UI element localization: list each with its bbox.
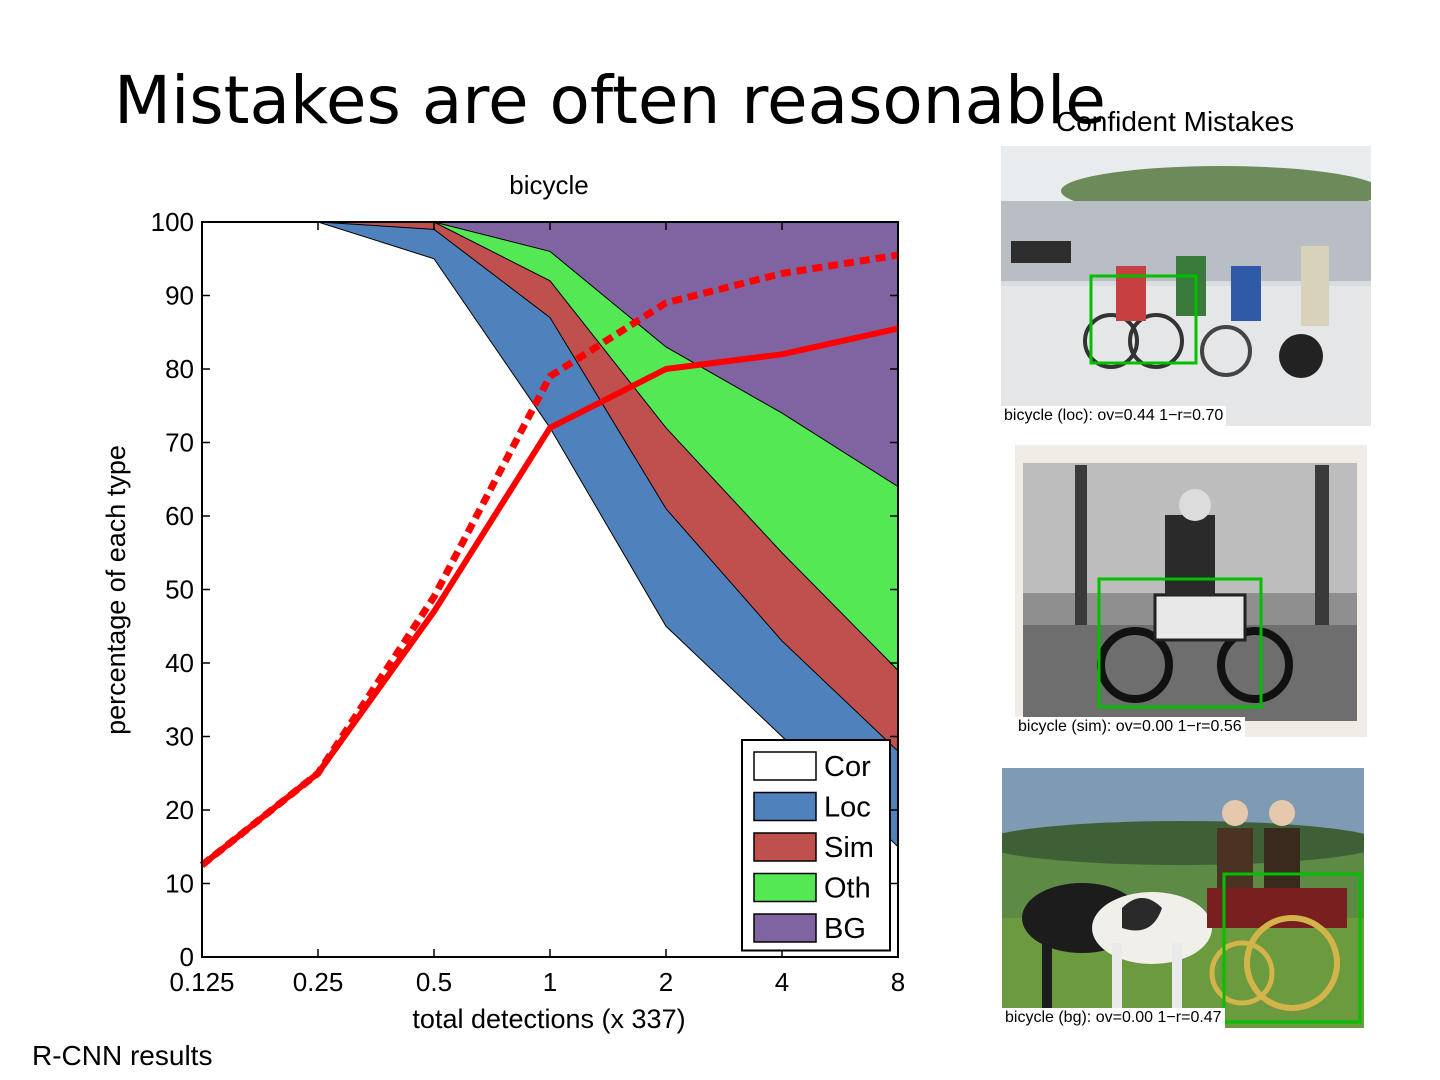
mistakes-heading: Confident Mistakes: [1056, 106, 1295, 137]
legend-label-loc: Loc: [824, 792, 871, 824]
y-tick-label: 50: [165, 575, 194, 605]
x-tick-label: 0.25: [293, 967, 344, 997]
y-axis-label: percentage of each type: [101, 445, 131, 735]
area-chart: bicycle 0 10 20 30 40 50 60 70 80 90 100 0.125 0.25 0…: [101, 170, 905, 1034]
x-tick-label: 1: [543, 967, 557, 997]
legend-label-sim: Sim: [824, 832, 874, 864]
y-tick-label: 0: [180, 942, 194, 972]
y-tick-label: 70: [165, 428, 194, 458]
line-dashed: [199, 251, 899, 868]
cyclists-photo: [1001, 146, 1371, 426]
legend-swatch-sim: [753, 832, 817, 862]
legend-swatch-oth: [753, 872, 817, 903]
y-tick-label: 100: [151, 207, 194, 237]
y-tick-label: 30: [165, 722, 194, 752]
x-axis-label: total detections (x 337): [412, 1004, 685, 1034]
x-tick-label: 4: [775, 967, 789, 997]
mistake-image-bg: bicycle (bg): ov=0.00 1−r=0.47: [1002, 768, 1364, 1028]
chart-title: bicycle: [509, 170, 588, 200]
carriage-photo: [1002, 768, 1364, 1028]
mistake-image-loc: bicycle (loc): ov=0.44 1−r=0.70: [1001, 146, 1371, 426]
y-tick-label: 90: [165, 281, 194, 311]
legend-swatch-loc: [753, 791, 817, 822]
mistake-label-bg: bicycle (bg): ov=0.00 1−r=0.47: [1002, 1008, 1225, 1028]
slide-title: Mistakes are often reasonable: [114, 62, 1106, 139]
y-tick-label: 20: [165, 795, 194, 825]
mistake-label-loc: bicycle (loc): ov=0.44 1−r=0.70: [1001, 406, 1227, 426]
legend-label-cor: Cor: [824, 751, 871, 783]
legend-label-oth: Oth: [824, 873, 871, 905]
x-tick-label: 0.5: [416, 967, 452, 997]
y-tick-label: 40: [165, 648, 194, 678]
y-tick-label: 80: [165, 354, 194, 384]
slide-caption: R-CNN results: [32, 1040, 213, 1071]
motorcycle-photo: [1015, 445, 1367, 737]
legend-label-bg: BG: [824, 913, 866, 945]
x-tick-label: 8: [891, 967, 905, 997]
y-tick-label: 60: [165, 501, 194, 531]
x-tick-label: 2: [659, 967, 673, 997]
legend-swatch-cor: [753, 751, 817, 781]
mistake-label-sim: bicycle (sim): ov=0.00 1−r=0.56: [1015, 717, 1245, 737]
y-tick-label: 10: [165, 869, 194, 899]
x-tick-label: 0.125: [169, 967, 234, 997]
mistake-image-sim: bicycle (sim): ov=0.00 1−r=0.56: [1015, 445, 1367, 737]
legend-swatch-bg: [753, 913, 817, 943]
